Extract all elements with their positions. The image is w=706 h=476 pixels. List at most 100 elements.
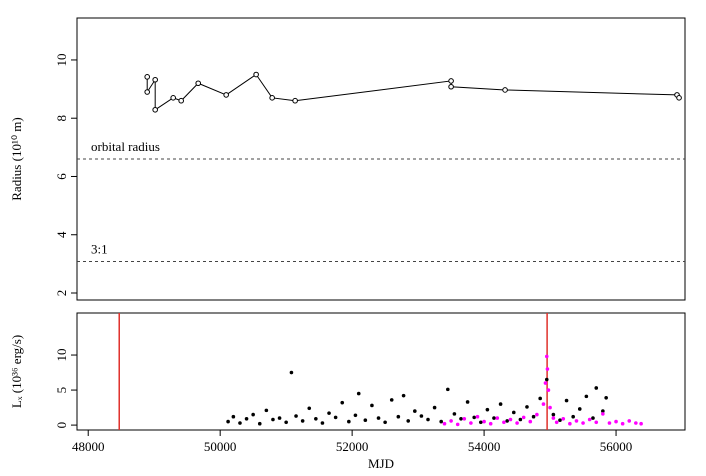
flux-point (545, 367, 550, 371)
flux-point (627, 419, 632, 423)
flux-point (587, 417, 592, 422)
radius-point (178, 97, 184, 104)
flux-point (277, 416, 282, 420)
flux-point (432, 405, 437, 410)
flux-point (401, 393, 406, 398)
radius-point (448, 83, 454, 90)
flux-point (535, 412, 539, 417)
y-tick-label: 0 (54, 422, 69, 429)
flux-point (543, 381, 548, 385)
y-axis-label: Radius (10¹⁰ m) (9, 117, 24, 201)
x-axis-label: MJD (368, 456, 394, 471)
flux-point (601, 412, 605, 416)
flux-point (238, 421, 242, 425)
flux-point (574, 419, 579, 423)
flux-point (620, 421, 625, 426)
flux-point (571, 414, 575, 419)
flux-point (452, 412, 457, 416)
radius-line (146, 73, 680, 111)
flux-point (482, 419, 486, 424)
flux-point (439, 419, 444, 424)
flux-point (475, 414, 480, 419)
flux-point (544, 354, 549, 359)
flux-point (554, 420, 559, 425)
flux-point (356, 391, 361, 396)
radius-point (292, 97, 298, 104)
flux-point (314, 416, 318, 421)
flux-point (478, 420, 483, 425)
flux-point (515, 421, 519, 425)
flux-point (546, 388, 551, 392)
radius-point (269, 95, 275, 101)
flux-point (289, 370, 294, 375)
flux-point (581, 421, 585, 425)
flux-point (518, 417, 523, 422)
radius-point (144, 89, 151, 95)
flux-point (426, 417, 430, 422)
x-tick-label: 52000 (336, 439, 369, 454)
flux-point (363, 418, 368, 422)
flux-point (561, 416, 566, 421)
flux-point (508, 417, 513, 422)
flux-point (419, 414, 424, 418)
flux-point (327, 411, 331, 415)
flux-point (257, 421, 262, 426)
flux-point (634, 421, 638, 425)
flux-point (639, 421, 643, 426)
flux-point (449, 419, 453, 423)
flux-point (568, 421, 572, 426)
x-tick-label: 56000 (600, 439, 633, 454)
flux-point (376, 416, 381, 420)
flux-point (226, 419, 230, 424)
x-tick-label: 48000 (72, 439, 105, 454)
radius-point (152, 76, 158, 83)
flux-point (495, 416, 500, 420)
flux-point (462, 416, 467, 421)
flux-point (544, 377, 549, 382)
flux-point (353, 413, 358, 418)
flux-point (340, 400, 345, 405)
flux-point (505, 419, 509, 423)
radius-point (253, 71, 259, 78)
flux-point (472, 415, 476, 420)
flux-point (307, 406, 312, 411)
x-tick-label: 54000 (468, 439, 501, 454)
flux-point (446, 387, 450, 392)
radius-point (448, 78, 454, 84)
flux-point (300, 419, 305, 423)
y-tick-label: 5 (54, 387, 69, 394)
y-tick-label: 2 (54, 290, 69, 297)
flux-point (347, 419, 351, 424)
flux-point (551, 412, 556, 417)
flux-point (591, 416, 595, 420)
flux-point (604, 395, 608, 400)
flux-point (601, 409, 605, 413)
y-tick-label: 8 (54, 115, 69, 122)
flux-point (396, 414, 401, 419)
plot-frame (76, 312, 686, 431)
reference-label: orbital radius (91, 139, 160, 154)
y-tick-label: 10 (54, 53, 69, 66)
flux-point (370, 403, 374, 408)
flux-point (594, 420, 599, 425)
flux-point (459, 416, 463, 421)
y-tick-label: 4 (54, 231, 69, 238)
flux-point (594, 386, 599, 390)
radius-point (144, 74, 151, 80)
radius-point (170, 95, 176, 101)
flux-point (558, 418, 562, 422)
flux-point (485, 407, 490, 412)
flux-point (577, 407, 582, 411)
flux-point (502, 420, 506, 425)
y-tick-label: 6 (54, 173, 69, 180)
flux-point (538, 396, 542, 401)
flux-point (488, 421, 493, 426)
flux-point (498, 402, 503, 406)
flux-point (531, 414, 536, 419)
flux-point (607, 421, 612, 425)
flux-point (333, 415, 338, 420)
flux-point (455, 422, 460, 427)
flux-point (244, 416, 249, 421)
flux-point (548, 405, 552, 410)
